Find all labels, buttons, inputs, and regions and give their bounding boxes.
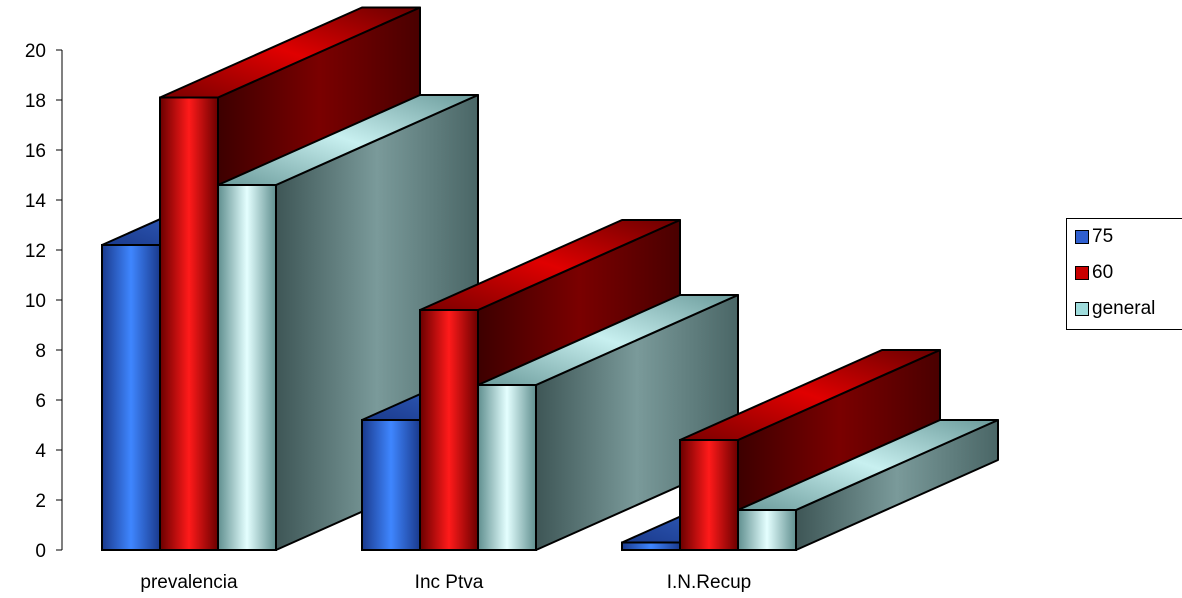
bar-front [621,541,681,551]
y-axis: 0 2 4 6 8 10 12 14 16 18 20 [25,41,63,562]
y-tick-label: 18 [25,91,46,112]
legend-item-75: 75 [1075,225,1113,249]
legend-label-general: general [1092,298,1156,319]
bar-general-2 [737,419,999,551]
y-tick-label: 0 [35,541,46,562]
bar-front [737,509,797,551]
legend-label-60: 60 [1092,262,1114,283]
y-tick-label: 4 [35,441,46,462]
x-category-label: I.N.Recup [667,572,751,593]
y-tick-label: 20 [25,41,46,62]
category-labels: prevalencia Inc Ptva I.N.Recup [140,572,751,593]
y-tick-label: 6 [35,391,46,412]
y-tick-label: 10 [25,291,46,312]
bar-front [419,309,479,551]
y-tick-label: 12 [25,241,46,262]
legend-swatch-60 [1075,266,1089,280]
bar-front [361,419,421,551]
bars [101,6,999,551]
legend-swatch-75 [1075,230,1089,244]
y-tick-label: 8 [35,341,46,362]
y-tick-label: 2 [35,491,46,512]
bar-front [159,96,219,551]
x-category-label: prevalencia [140,572,238,593]
bar-front [477,384,537,551]
bar-front [217,184,277,551]
bar-front [101,244,161,551]
y-tick-label: 14 [25,191,47,212]
bar-general-1 [477,294,739,551]
legend-item-general: general [1075,297,1155,321]
x-category-label: Inc Ptva [415,572,484,593]
legend-swatch-general [1075,302,1089,316]
legend: 75 60 general [1066,218,1182,330]
legend-item-60: 60 [1075,261,1113,285]
y-tick-label: 16 [25,141,46,162]
bar-front [679,439,739,551]
legend-label-75: 75 [1092,226,1114,247]
